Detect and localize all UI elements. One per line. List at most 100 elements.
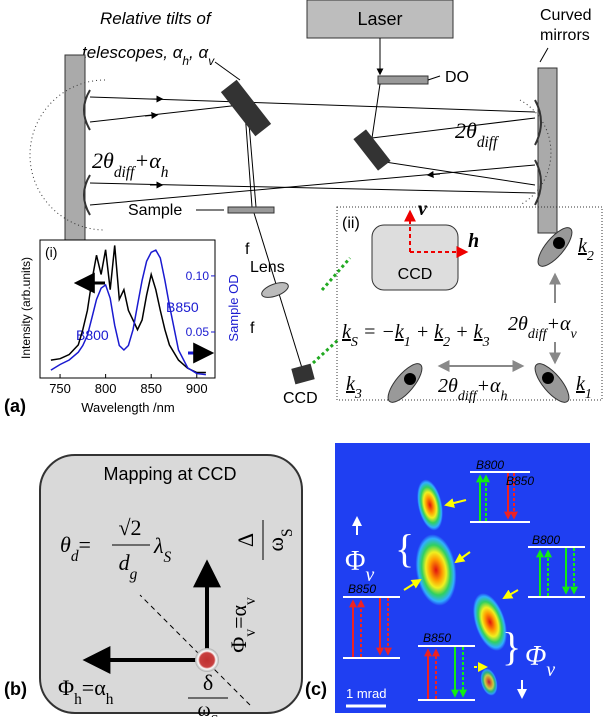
decoration: δ xyxy=(203,670,213,695)
sample xyxy=(228,207,274,213)
decoration: B800 xyxy=(532,533,560,547)
text-part: 1 xyxy=(585,387,592,402)
text-part: telescopes, α xyxy=(82,43,184,62)
inset-label: (i) xyxy=(45,244,57,260)
text-part: diff xyxy=(458,389,479,404)
k-label: k2 xyxy=(578,235,594,264)
text-part: =α xyxy=(226,605,251,629)
focal-label: f xyxy=(245,241,250,258)
text-part: 2θ xyxy=(508,313,528,335)
text-part: = xyxy=(79,532,91,557)
text-part: Φ xyxy=(345,546,365,577)
brace: } xyxy=(502,624,521,669)
x-tick-label: 900 xyxy=(186,381,208,396)
x-tick-label: 750 xyxy=(49,381,71,396)
decoration: B800 xyxy=(476,458,504,472)
zoom-line xyxy=(322,258,350,290)
text-part: diff xyxy=(477,134,500,151)
tilt-caption: telescopes, αh, αv xyxy=(82,43,215,68)
zoom-line xyxy=(313,340,338,363)
k-label: k1 xyxy=(576,373,592,402)
text-part: S xyxy=(164,549,172,566)
text-part: h xyxy=(501,389,508,404)
decoration xyxy=(404,373,416,385)
y2-tick-label: 0.05 xyxy=(186,325,210,339)
text-part: + xyxy=(450,321,474,343)
text-part: 3 xyxy=(354,387,362,402)
angle-label: 2θdiff+αv xyxy=(508,313,578,342)
panel-label: (c) xyxy=(305,679,327,699)
text-part: 2θ xyxy=(438,375,458,397)
text-part: v xyxy=(365,565,374,586)
text-part: 2 xyxy=(587,249,594,264)
mirror-mount xyxy=(65,55,85,245)
text-part: v xyxy=(571,327,578,342)
text-part: g xyxy=(130,566,138,583)
x-tick-label: 800 xyxy=(95,381,117,396)
inset-label: (ii) xyxy=(342,215,360,232)
text-part: h xyxy=(161,164,169,181)
text-part: Φ xyxy=(226,637,251,653)
y-axis-label: Intensity (arb.units) xyxy=(19,257,33,359)
decoration: Δ xyxy=(233,533,258,547)
decoration xyxy=(553,237,565,249)
text-part: + xyxy=(411,321,435,343)
y2-tick-label: 0.10 xyxy=(186,269,210,283)
text-part: v xyxy=(242,597,259,605)
text-part: ω xyxy=(263,537,288,551)
text-part: θ xyxy=(60,532,71,557)
scale-label: 1 mrad xyxy=(346,686,386,701)
text-part: v xyxy=(546,660,555,681)
text-part: 2θ xyxy=(455,118,477,143)
mirror-label: mirrors xyxy=(540,27,590,44)
ccd-label: CCD xyxy=(398,266,433,283)
spectrum-chart: (i) Wavelength /nm Intensity (arb.units)… xyxy=(19,240,241,415)
text-part: Φ xyxy=(58,675,74,700)
tilt-caption: Relative tilts of xyxy=(100,9,213,28)
do-plate xyxy=(378,76,428,84)
text-part: , α xyxy=(189,43,209,62)
text-part: +α xyxy=(547,313,571,335)
leader xyxy=(540,48,548,62)
do-label: DO xyxy=(445,69,469,86)
decoration: √2 xyxy=(118,515,141,540)
sample-label: Sample xyxy=(128,202,182,219)
decoration xyxy=(372,84,380,138)
decoration xyxy=(372,118,535,138)
brace: { xyxy=(395,526,414,571)
panel-label: (b) xyxy=(4,679,27,699)
text-part: λ xyxy=(153,533,164,558)
text-part: h xyxy=(106,691,114,708)
text-part: 2θ xyxy=(92,148,114,173)
text-part: 2 xyxy=(443,335,450,350)
mapping-title: Mapping at CCD xyxy=(103,464,236,484)
panel-label: (a) xyxy=(4,396,26,416)
text-part: S xyxy=(279,528,296,537)
v-label: v xyxy=(418,198,428,220)
text-part: 3 xyxy=(482,335,490,350)
angle-label: 2θdiff+αh xyxy=(438,375,508,404)
ccd-label: CCD xyxy=(283,390,318,407)
lens xyxy=(260,280,290,301)
text-part: v xyxy=(208,54,215,68)
decoration: B850 xyxy=(423,631,451,645)
ccd-mapping-box xyxy=(40,455,302,713)
text-part: =α xyxy=(82,675,106,700)
text-part: S xyxy=(351,335,358,350)
h-label: h xyxy=(468,230,479,252)
text-part: +α xyxy=(134,148,161,173)
ccd-detector xyxy=(291,364,314,385)
text-part: diff xyxy=(528,327,549,342)
x-tick-label: 850 xyxy=(140,381,162,396)
angle-label: 2θdiff+αh xyxy=(92,148,169,181)
text-part: S xyxy=(211,713,219,717)
leader xyxy=(215,62,240,80)
decoration xyxy=(90,105,240,122)
figure: Laser DO Relative tilts of telescopes, α… xyxy=(0,0,607,717)
lens-label: Lens xyxy=(250,259,285,276)
y2-axis-label: Sample OD xyxy=(226,274,241,341)
focal-label: f xyxy=(250,320,255,337)
decoration: B850 xyxy=(506,474,534,488)
text-part: 1 xyxy=(404,335,411,350)
mirror-label: Curved xyxy=(540,7,592,24)
